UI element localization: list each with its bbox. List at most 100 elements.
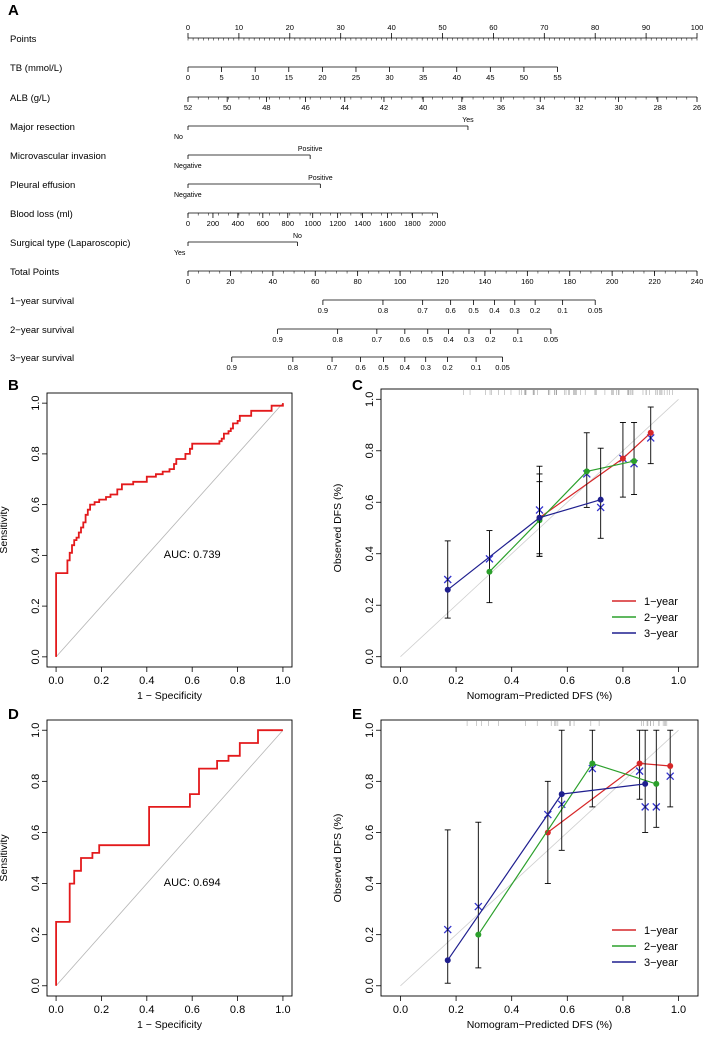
y-tick-label: 1.0 bbox=[364, 392, 376, 407]
reference-diagonal bbox=[55, 402, 284, 658]
nomogram-tick-label: 0.7 bbox=[372, 335, 382, 344]
y-tick-label: 1.0 bbox=[30, 395, 42, 410]
plot-frame bbox=[380, 719, 699, 997]
x-tick-label: 0.0 bbox=[48, 675, 63, 687]
x-tick-label: 0.6 bbox=[185, 675, 200, 687]
nomogram-tick-label: 15 bbox=[285, 73, 293, 82]
nomogram-tick-label: 0.8 bbox=[332, 335, 342, 344]
nomogram-tick-label: 50 bbox=[438, 23, 446, 32]
data-point bbox=[444, 586, 451, 593]
nomogram-tick-label: 52 bbox=[184, 103, 192, 112]
nomogram-row-label: Major resection bbox=[10, 122, 75, 133]
y-tick-label: 0.8 bbox=[364, 774, 376, 789]
nomogram-tick-label: 0 bbox=[186, 73, 190, 82]
nomogram-tick-label: 1400 bbox=[354, 219, 371, 228]
data-point bbox=[475, 931, 482, 938]
nomogram-row-label: Surgical type (Laparoscopic) bbox=[10, 238, 130, 249]
nomogram-tick-label: 1800 bbox=[404, 219, 421, 228]
nomogram-tick-label: 200 bbox=[207, 219, 220, 228]
nomogram-level-label: Negative bbox=[174, 163, 202, 170]
nomogram-tick-label: 0.8 bbox=[288, 363, 298, 372]
nomogram-row-label: TB (mmol/L) bbox=[10, 63, 62, 74]
nomogram-level-label: Yes bbox=[174, 250, 186, 257]
data-point bbox=[558, 791, 565, 798]
y-tick-label: 1.0 bbox=[364, 723, 376, 738]
nomogram-tick-label: 0 bbox=[186, 277, 190, 286]
nomogram-tick-label: 180 bbox=[563, 277, 576, 286]
nomogram-tick-label: 70 bbox=[540, 23, 548, 32]
nomogram-tick-label: 26 bbox=[693, 103, 701, 112]
x-axis-label: 1 − Specificity bbox=[137, 690, 203, 702]
panel-label-a: A bbox=[8, 2, 19, 19]
nomogram-tick-label: 0.6 bbox=[445, 306, 455, 315]
nomogram-tick-label: 0.6 bbox=[400, 335, 410, 344]
nomogram-tick-label: 2000 bbox=[429, 219, 446, 228]
calibration-chart-training: 0.0 0.0 0.2 0.2 0.4 0.4 0.6 0.6 0.8 0.8 1.0 1.0 Nomo… bbox=[332, 388, 699, 702]
x-tick-label: 0.2 bbox=[448, 675, 463, 687]
nomogram-tick-label: 0.4 bbox=[400, 363, 410, 372]
nomogram-tick-label: 0.2 bbox=[530, 306, 540, 315]
nomogram-row-label: 2−year survival bbox=[10, 325, 74, 336]
y-tick-label: 0.0 bbox=[364, 649, 376, 664]
auc-annotation: AUC: 0.694 bbox=[164, 877, 221, 889]
roc-curve bbox=[55, 729, 283, 986]
calibration-line bbox=[547, 762, 671, 833]
panel-label-c: C bbox=[352, 377, 363, 394]
x-axis-label: 1 − Specificity bbox=[137, 1019, 203, 1031]
nomogram-tick-label: 10 bbox=[235, 23, 243, 32]
nomogram-tick-label: 20 bbox=[286, 23, 294, 32]
y-axis-label: Sensitivity bbox=[0, 834, 10, 882]
calibration-line bbox=[447, 499, 601, 591]
nomogram-tick-label: 1200 bbox=[329, 219, 346, 228]
nomogram-tick-label: 80 bbox=[591, 23, 599, 32]
data-point bbox=[642, 780, 649, 787]
x-tick-label: 1.0 bbox=[275, 1004, 290, 1016]
x-tick-label: 0.4 bbox=[139, 1004, 154, 1016]
nomogram-tick-label: 44 bbox=[341, 103, 349, 112]
nomogram-tick-label: 46 bbox=[301, 103, 309, 112]
nomogram-tick-label: 220 bbox=[648, 277, 661, 286]
roc-chart-training: 0.0 0.0 0.2 0.2 0.4 0.4 0.6 0.6 0.8 0.8 1.0 1.0 1 − … bbox=[0, 392, 293, 702]
nomogram-tick-label: 0.1 bbox=[471, 363, 481, 372]
nomogram-tick-label: 100 bbox=[691, 23, 704, 32]
calibration-line bbox=[488, 460, 635, 573]
nomogram-tick-label: 20 bbox=[318, 73, 326, 82]
auc-annotation: AUC: 0.739 bbox=[164, 549, 221, 561]
nomogram-tick-label: 100 bbox=[394, 277, 407, 286]
x-tick-label: 0.6 bbox=[560, 675, 575, 687]
data-point bbox=[589, 760, 596, 767]
y-tick-label: 0.6 bbox=[364, 495, 376, 510]
reference-diagonal bbox=[55, 729, 284, 987]
y-tick-label: 0.0 bbox=[364, 978, 376, 993]
data-point bbox=[619, 455, 626, 462]
nomogram-tick-label: 90 bbox=[642, 23, 650, 32]
nomogram-tick-label: 0.2 bbox=[442, 363, 452, 372]
y-tick-label: 0.2 bbox=[364, 927, 376, 942]
x-tick-label: 0.4 bbox=[504, 1004, 519, 1016]
nomogram-tick-label: 1600 bbox=[379, 219, 396, 228]
nomogram-level-label: Yes bbox=[462, 117, 474, 124]
nomogram-tick-label: 38 bbox=[458, 103, 466, 112]
nomogram-tick-label: 34 bbox=[536, 103, 544, 112]
x-tick-label: 0.2 bbox=[94, 675, 109, 687]
plot-frame bbox=[46, 719, 293, 997]
nomogram-tick-label: 28 bbox=[654, 103, 662, 112]
data-point bbox=[486, 568, 493, 575]
nomogram-tick-label: 0.05 bbox=[588, 306, 603, 315]
nomogram-tick-label: 0.5 bbox=[378, 363, 388, 372]
x-tick-label: 0.4 bbox=[139, 675, 154, 687]
x-tick-label: 0.8 bbox=[615, 1004, 630, 1016]
nomogram-tick-label: 600 bbox=[257, 219, 270, 228]
y-tick-label: 0.8 bbox=[30, 774, 42, 789]
nomogram-tick-label: 1000 bbox=[304, 219, 321, 228]
nomogram-tick-label: 50 bbox=[223, 103, 231, 112]
nomogram-tick-label: 40 bbox=[419, 103, 427, 112]
legend-label: 3−year bbox=[644, 957, 678, 969]
x-tick-label: 0.2 bbox=[94, 1004, 109, 1016]
x-axis-label: Nomogram−Predicted DFS (%) bbox=[467, 1019, 613, 1031]
nomogram-tick-label: 0.4 bbox=[489, 306, 499, 315]
y-tick-label: 0.6 bbox=[30, 825, 42, 840]
nomogram-tick-label: 48 bbox=[262, 103, 270, 112]
